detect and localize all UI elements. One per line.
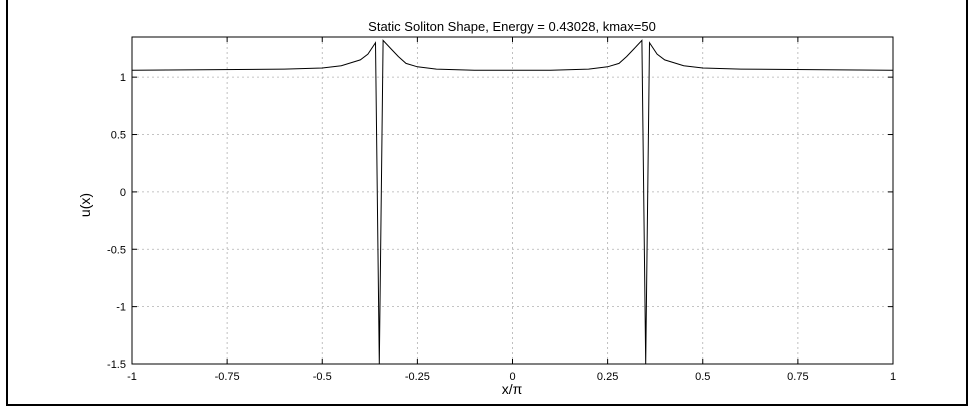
y-tick-label: -1.5 <box>107 359 126 371</box>
x-tick-label: 0.5 <box>695 371 710 383</box>
x-tick-label: 0 <box>509 371 515 383</box>
plot-area <box>131 36 894 365</box>
x-tick-label: -1 <box>127 371 137 383</box>
y-tick-label: 0 <box>120 187 126 199</box>
y-tick-label: -0.5 <box>107 244 126 256</box>
axis-ticks: -1 -0.75 -0.5 -0.25 0 0.25 0.5 0.75 1 1 0.5 0 -0.5 -1… <box>107 37 896 383</box>
grid <box>132 37 893 364</box>
x-tick-label: -0.75 <box>215 371 240 383</box>
y-tick-label: -1 <box>116 302 126 314</box>
x-tick-label: 0.75 <box>787 371 808 383</box>
x-axis-label: x/π <box>502 381 523 397</box>
x-tick-label: 0.25 <box>597 371 618 383</box>
figure-frame: Static Soliton Shape, Energy = 0.43028, … <box>6 0 968 406</box>
chart-title: Static Soliton Shape, Energy = 0.43028, … <box>368 19 656 34</box>
x-tick-label: 1 <box>890 371 896 383</box>
x-tick-label: -0.5 <box>313 371 332 383</box>
y-tick-label: 1 <box>120 72 126 84</box>
soliton-chart: Static Soliton Shape, Energy = 0.43028, … <box>77 19 896 397</box>
x-tick-label: -0.25 <box>405 371 430 383</box>
y-axis-label: u(x) <box>77 193 93 217</box>
series-line-u <box>131 39 894 365</box>
y-tick-label: 0.5 <box>111 130 126 142</box>
